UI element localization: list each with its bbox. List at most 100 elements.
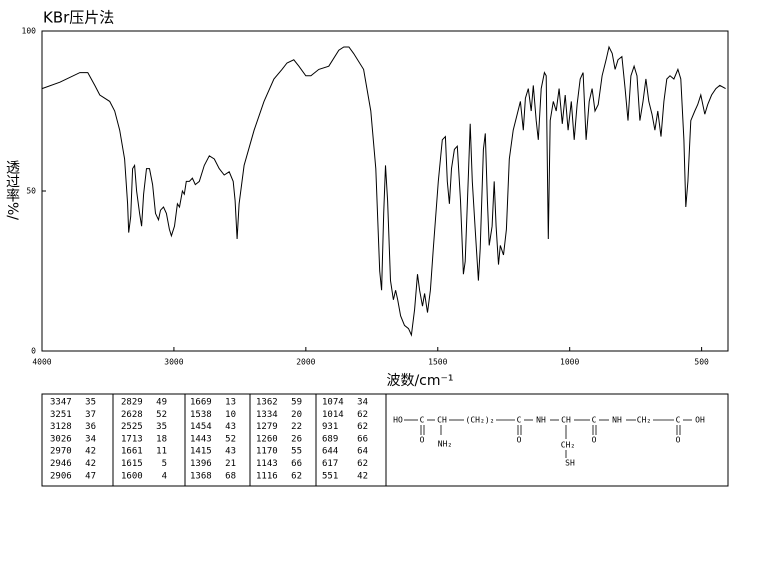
peak-wavenumber: 1415 [190,447,212,457]
peak-transmittance: 49 [156,398,167,408]
structure-atom: O [592,436,597,445]
peak-wavenumber: 689 [322,434,338,444]
structure-bonds [404,419,692,458]
peak-wavenumber: 1074 [322,398,344,408]
peak-transmittance: 5 [162,459,167,469]
structure-atom: NH [536,416,546,425]
peak-wavenumber: 1260 [256,434,278,444]
peak-wavenumber: 617 [322,459,338,469]
peak-wavenumber: 1362 [256,398,278,408]
x-tick-label: 1000 [560,358,579,367]
peak-wavenumber: 1538 [190,410,212,420]
structure-atom: CH [437,416,447,425]
y-tick-label: 100 [22,27,37,36]
x-tick-label: 2000 [296,358,315,367]
y-tick-label: 50 [26,187,36,196]
structure-atom: O [676,436,681,445]
structure-atom: O [517,436,522,445]
structure-atom: CH₂ [561,441,575,450]
peak-wavenumber: 1600 [121,471,143,481]
peak-wavenumber: 1454 [190,422,212,432]
peak-transmittance: 21 [225,459,236,469]
peak-wavenumber: 3251 [50,410,72,420]
structure-atom: O [420,436,425,445]
structure-atom: NH [612,416,622,425]
peak-wavenumber: 1615 [121,459,143,469]
peak-transmittance: 34 [85,434,96,444]
peak-transmittance: 26 [291,434,302,444]
table-frame [41,393,729,487]
peak-wavenumber: 1279 [256,422,278,432]
peak-wavenumber: 3026 [50,434,72,444]
peak-wavenumber: 1334 [256,410,278,420]
peak-wavenumber: 1713 [121,434,143,444]
peak-transmittance: 64 [357,447,368,457]
peak-wavenumber: 644 [322,447,338,457]
peak-wavenumber: 2970 [50,447,72,457]
x-axis-label: 波数/cm⁻¹ [386,373,453,389]
peak-transmittance: 52 [225,434,236,444]
peak-transmittance: 43 [225,422,236,432]
peak-wavenumber: 2628 [121,410,143,420]
peak-transmittance: 18 [156,434,167,444]
peak-wavenumber: 1170 [256,447,278,457]
peak-transmittance: 22 [291,422,302,432]
peak-transmittance: 62 [357,410,368,420]
structure-atom: SH [565,459,575,468]
peak-wavenumber: 3128 [50,422,72,432]
peak-wavenumber: 1669 [190,398,212,408]
x-tick-label: 1500 [428,358,447,367]
peak-wavenumber: 2906 [50,471,72,481]
peak-transmittance: 62 [357,459,368,469]
peak-transmittance: 42 [85,459,96,469]
peak-transmittance: 59 [291,398,302,408]
peak-transmittance: 36 [85,422,96,432]
peak-transmittance: 62 [357,422,368,432]
structure-atom: OH [695,416,705,425]
structure-atom: CH₂ [637,416,651,425]
peak-transmittance: 34 [357,398,368,408]
structure-atom: C [420,416,425,425]
structure-atom: C [517,416,522,425]
structure-atom: C [676,416,681,425]
peak-transmittance: 20 [291,410,302,420]
structure-atom: HO [393,416,403,425]
peak-transmittance: 66 [291,459,302,469]
peak-wavenumber: 2946 [50,459,72,469]
spectrum-line [41,45,726,337]
peak-wavenumber: 2829 [121,398,143,408]
peak-wavenumber: 1143 [256,459,278,469]
structure-atom: (CH₂)₂ [466,416,495,425]
peak-transmittance: 42 [85,447,96,457]
chart-title: KBr压片法 [43,9,114,27]
structure-atom: NH₂ [438,440,452,449]
peak-transmittance: 68 [225,471,236,481]
peak-transmittance: 11 [156,447,167,457]
peak-wavenumber: 1368 [190,471,212,481]
x-tick-label: 500 [694,358,709,367]
peak-wavenumber: 1014 [322,410,344,420]
peak-wavenumber: 1661 [121,447,143,457]
peak-transmittance: 47 [85,471,96,481]
peak-wavenumber: 1396 [190,459,212,469]
peak-transmittance: 62 [291,471,302,481]
peak-transmittance: 35 [156,422,167,432]
peak-transmittance: 55 [291,447,302,457]
peak-wavenumber: 2525 [121,422,143,432]
peak-transmittance: 10 [225,410,236,420]
peak-table [41,393,729,487]
y-axis-label: 透过率%/ [4,160,20,221]
x-tick-label: 4000 [32,358,51,367]
peak-transmittance: 13 [225,398,236,408]
peak-wavenumber: 1116 [256,471,278,481]
peak-transmittance: 43 [225,447,236,457]
peak-transmittance: 35 [85,398,96,408]
peak-transmittance: 42 [357,471,368,481]
peak-transmittance: 37 [85,410,96,420]
structure-atom: CH [561,416,571,425]
x-tick-label: 3000 [164,358,183,367]
structure-atom: C [592,416,597,425]
peak-transmittance: 52 [156,410,167,420]
